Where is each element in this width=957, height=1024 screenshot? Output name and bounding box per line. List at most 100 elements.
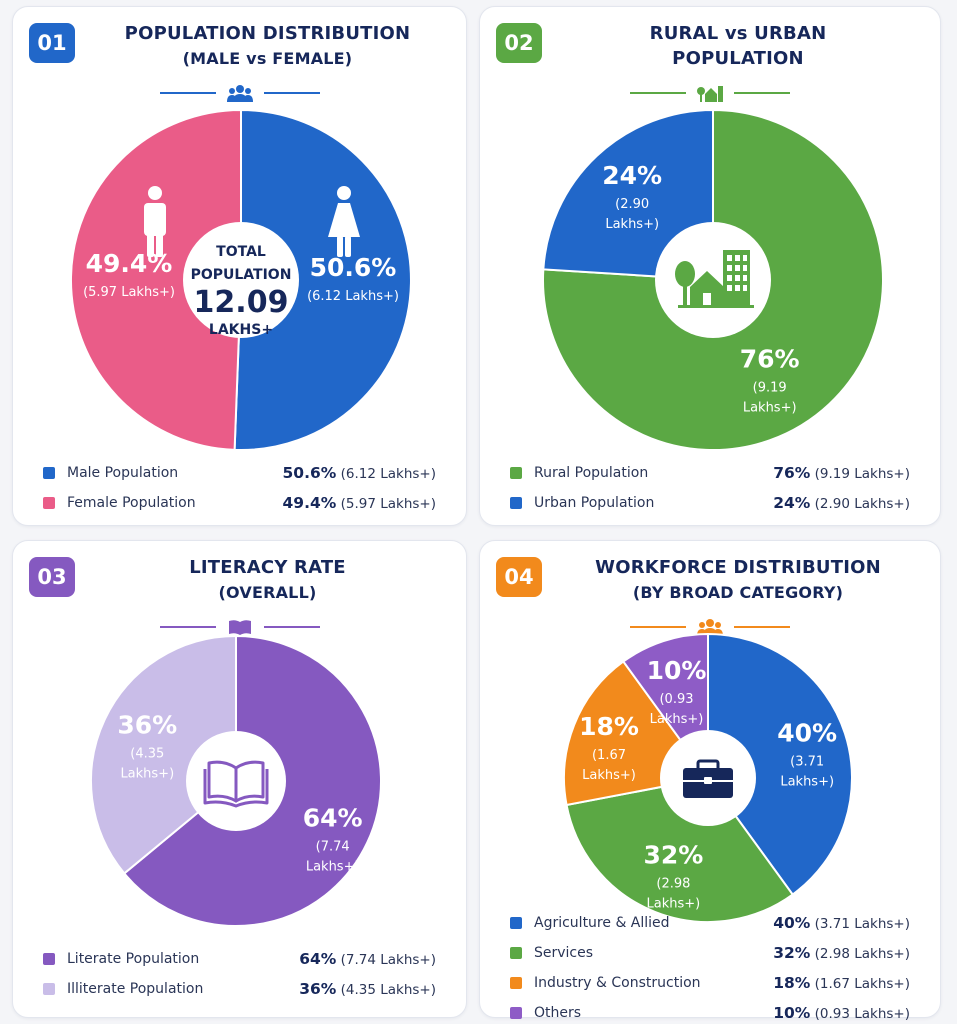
panel-badge: 02 [496, 23, 542, 63]
pie-chart-literacy: 64% (7.74 Lakhs+) 36% (4.35 Lakhs+) [90, 635, 382, 927]
slice-detail-line: (7.74 [316, 840, 350, 855]
slice-detail-line: (4.35 [130, 746, 164, 761]
legend-item-female-population: Female Population 49.4% (5.97 Lakhs+) [43, 488, 436, 518]
legend-value: 40% (3.71 Lakhs+) [773, 914, 910, 932]
title-divider [159, 617, 320, 637]
legend-label: Female Population [67, 495, 196, 511]
pie-chart-gender: TOTAL POPULATION 12.09 LAKHS+ 50.6% (6.12… [70, 109, 412, 451]
pie-slice-female-population [70, 109, 242, 451]
slice-percent: 24% [602, 161, 662, 190]
slice-label-male-population: 50.6% (6.12 Lakhs+) [307, 253, 399, 304]
panel-title-line2: (BY BROAD CATEGORY) [632, 583, 844, 602]
legend-item-urban-population: Urban Population 24% (2.90 Lakhs+) [510, 488, 910, 518]
slice-detail-line: (9.19 [753, 381, 787, 396]
slice-detail-line: (1.67 [592, 748, 626, 763]
house-building-icon [675, 250, 754, 308]
title-divider [159, 83, 320, 103]
divider-line-left [159, 92, 216, 94]
panel-workforce-distribution: 04 WORKFORCE DISTRIBUTION (BY BROAD CATE… [479, 540, 941, 1022]
legend-label: Rural Population [534, 465, 649, 481]
slice-detail-line: Lakhs+) [605, 217, 659, 232]
legend-swatch [510, 1007, 522, 1019]
legend-swatch [510, 917, 522, 929]
legend: Male Population 50.6% (6.12 Lakhs+) Female… [43, 458, 436, 518]
legend-label: Male Population [67, 465, 179, 481]
slice-label-illiterate-population: 36% (4.35 Lakhs+) [117, 710, 177, 781]
legend-value: 18% (1.67 Lakhs+) [773, 974, 910, 992]
legend-label: Urban Population [534, 495, 655, 511]
legend-value: 36% (4.35 Lakhs+) [299, 980, 436, 998]
slice-percent: 18% [579, 712, 639, 741]
slice-percent: 76% [740, 345, 800, 374]
legend-label: Industry & Construction [534, 975, 701, 991]
pie-chart-rural-urban: 76% (9.19 Lakhs+) 24% (2.90 Lakhs+) [542, 109, 884, 451]
center-total-value: 12.09 [194, 285, 289, 320]
legend-detail: (0.93 Lakhs+) [810, 1006, 910, 1022]
slice-label-agriculture-and-allied: 40% (3.71 Lakhs+) [777, 719, 837, 790]
panel-title-line2: (MALE vs FEMALE) [182, 49, 353, 68]
panel-rural-urban: 02 RURAL vs URBAN POPULATION [479, 6, 941, 526]
divider-line-right [734, 92, 790, 94]
male-figure-icon [144, 186, 166, 257]
legend-swatch [510, 467, 522, 479]
divider-line-right [734, 626, 790, 628]
legend-item-others: Others 10% (0.93 Lakhs+) [510, 998, 910, 1024]
divider-line-right [263, 92, 320, 94]
panel-title-line2: (OVERALL) [218, 583, 317, 602]
legend-swatch [43, 497, 55, 509]
open-book-icon [203, 760, 269, 808]
panel-badge: 01 [29, 23, 75, 63]
slice-detail-line: Lakhs+) [306, 860, 360, 875]
panel-literacy-rate: 03 LITERACY RATE (OVERALL) 64% (7.74 Lakhs… [12, 540, 467, 1018]
briefcase-icon [683, 759, 733, 798]
legend-percent: 49.4% [282, 494, 337, 512]
slice-detail-line: (3.71 [790, 755, 824, 770]
legend-value: 24% (2.90 Lakhs+) [773, 494, 910, 512]
panel-population-distribution: 01 POPULATION DISTRIBUTION (MALE vs FEMA… [12, 6, 467, 526]
legend-detail: (2.90 Lakhs+) [810, 496, 910, 512]
divider-line-right [263, 626, 320, 628]
panel-title-line1: POPULATION DISTRIBUTION [124, 23, 411, 44]
legend-percent: 50.6% [282, 464, 337, 482]
legend-swatch [43, 953, 55, 965]
legend-value: 49.4% (5.97 Lakhs+) [283, 494, 436, 512]
slice-detail-line: (2.98 [656, 876, 690, 891]
legend-item-illiterate-population: Illiterate Population 36% (4.35 Lakhs+) [43, 974, 436, 1004]
divider-line-left [630, 92, 686, 94]
panel-badge: 03 [29, 557, 75, 597]
panel-title: LITERACY RATE (OVERALL) [83, 555, 452, 605]
legend-item-rural-population: Rural Population 76% (9.19 Lakhs+) [510, 458, 910, 488]
legend-value: 10% (0.93 Lakhs+) [773, 1004, 910, 1022]
pie-chart-workforce: 40% (3.71 Lakhs+) 32% (2.98 Lakhs+) 18% (1.67 La… [563, 633, 853, 923]
slice-detail-line: Lakhs+) [743, 401, 797, 416]
slice-detail-line: (2.90 [615, 197, 649, 212]
legend-percent: 40% [773, 914, 811, 932]
pie-slice-agriculture-and-allied [707, 633, 853, 896]
panel-title: POPULATION DISTRIBUTION (MALE vs FEMALE) [83, 21, 452, 71]
center-hole [183, 222, 299, 338]
house-trees-icon [697, 86, 723, 102]
people-icon [226, 85, 253, 102]
center-label-population: POPULATION [191, 267, 292, 283]
legend-value: 64% (7.74 Lakhs+) [299, 950, 436, 968]
legend-detail: (4.35 Lakhs+) [336, 982, 436, 998]
center-label-total: TOTAL [216, 244, 266, 260]
slice-detail-line: (0.93 [659, 692, 693, 707]
legend-label: Literate Population [67, 951, 200, 967]
panel-title: RURAL vs URBAN POPULATION [550, 21, 926, 71]
legend-value: 76% (9.19 Lakhs+) [773, 464, 910, 482]
female-figure-icon [328, 186, 360, 257]
legend-detail: (1.67 Lakhs+) [810, 976, 910, 992]
book-icon [228, 620, 251, 635]
legend-swatch [510, 497, 522, 509]
legend-percent: 10% [773, 1004, 811, 1022]
slice-label-services: 32% (2.98 Lakhs+) [643, 840, 703, 911]
panel-title-line1: RURAL vs URBAN [649, 23, 827, 44]
slice-percent: 32% [643, 840, 703, 869]
panel-title-line2: POPULATION [672, 48, 804, 69]
slice-percent: 49.4% [86, 249, 173, 278]
pie-slice-urban-population [542, 109, 714, 282]
legend-percent: 24% [773, 494, 811, 512]
legend-percent: 18% [773, 974, 811, 992]
center-label-lakhs: LAKHS+ [209, 322, 273, 338]
